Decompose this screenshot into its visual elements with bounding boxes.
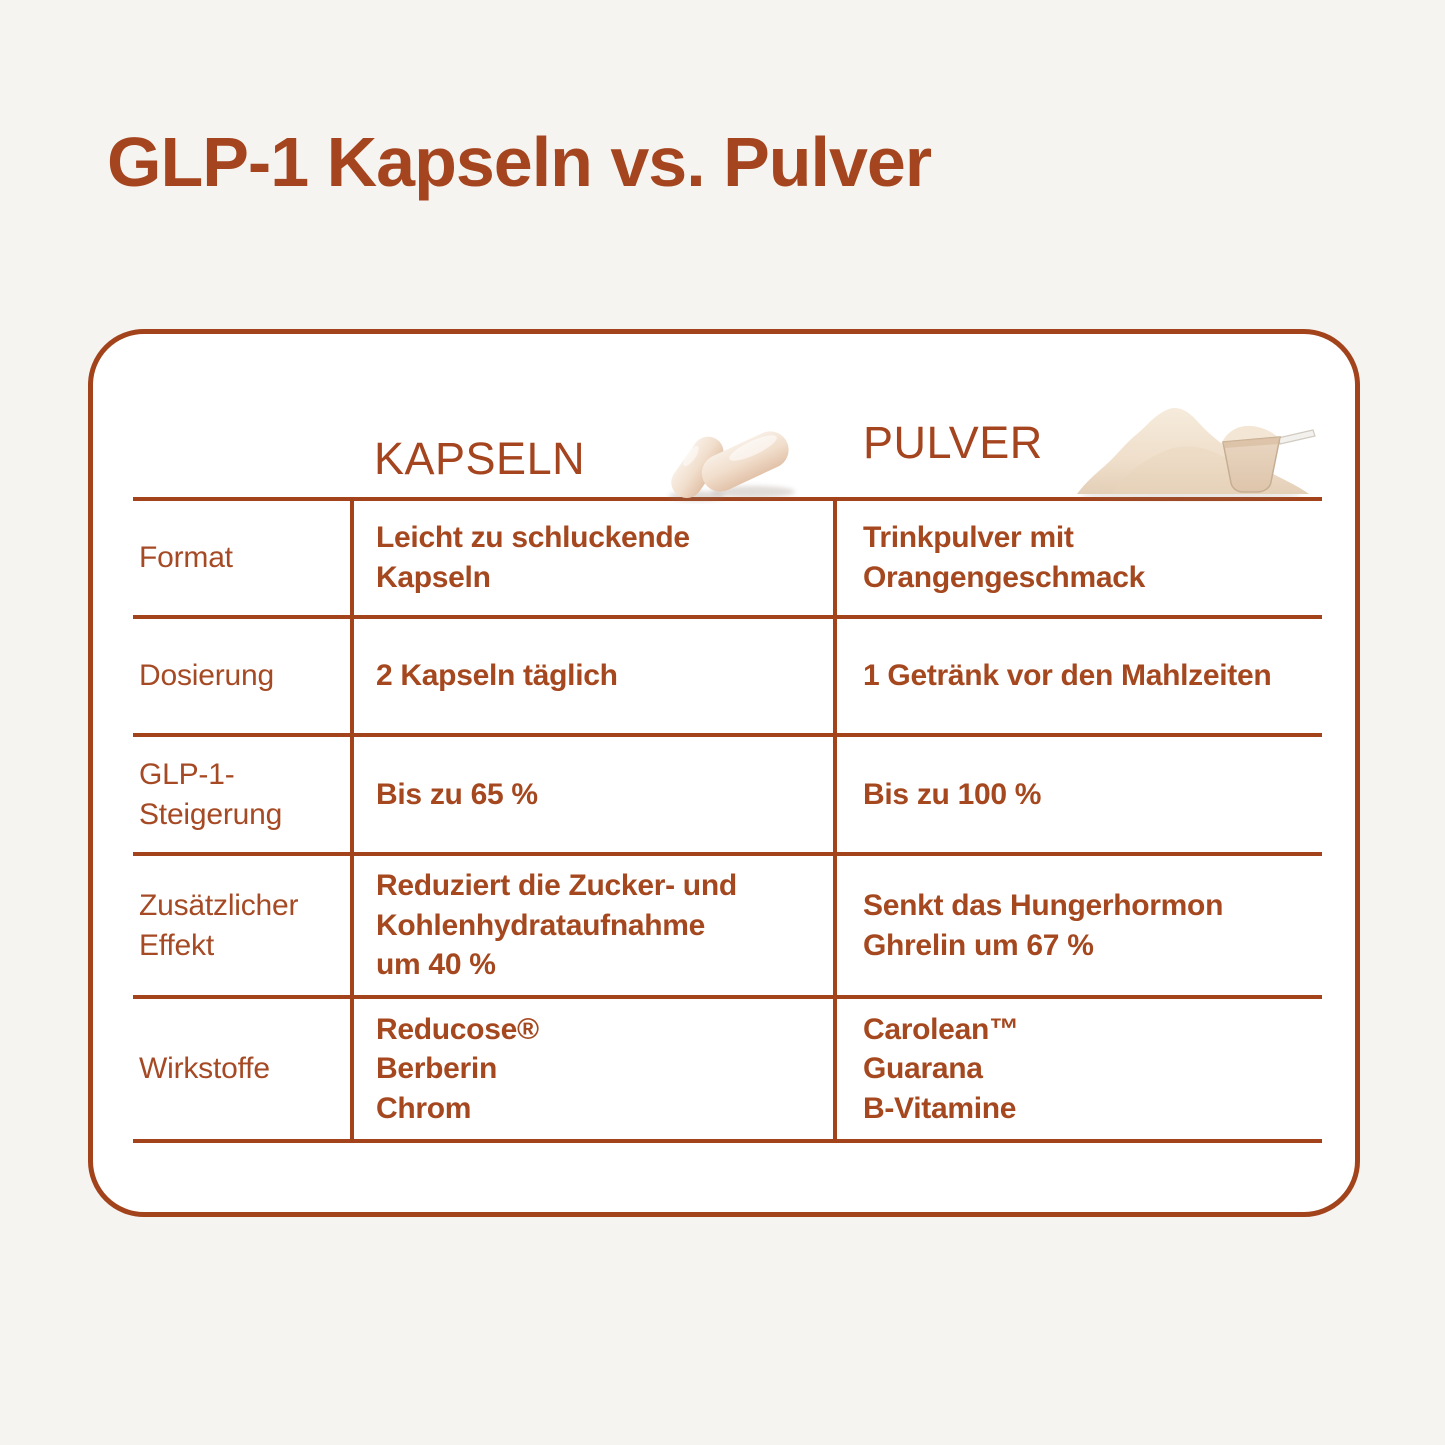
row-label-format: Format [139, 541, 233, 575]
glp1-kapseln-value: Bis zu 65 % [350, 737, 833, 852]
wirkstoffe-pulver-value: Carolean™ Guarana B-Vitamine [833, 999, 1322, 1139]
comparison-table: KAPSELN PULVER Format Leicht zu schlucke… [133, 334, 1322, 1143]
format-pulver-value: Trinkpulver mit Orangengeschmack [833, 501, 1322, 615]
table-row-wirkstoffe: Wirkstoffe Reducose® Berberin Chrom Caro… [133, 995, 1322, 1143]
table-row-glp1-steigerung: GLP-1- Steigerung Bis zu 65 % Bis zu 100… [133, 733, 1322, 852]
column-header-pulver: PULVER [833, 334, 1322, 497]
powder-scoop-image [1077, 408, 1316, 501]
glp1-pulver-value: Bis zu 100 % [833, 737, 1322, 852]
capsules-image [669, 431, 795, 501]
dosierung-pulver-value: 1 Getränk vor den Mahlzeiten [833, 619, 1322, 733]
table-header-row: KAPSELN PULVER [133, 334, 1322, 497]
effekt-pulver-value: Senkt das Hungerhormon Ghrelin um 67 % [833, 856, 1322, 995]
table-row-zusaetzlicher-effekt: Zusätzlicher Effekt Reduziert die Zucker… [133, 852, 1322, 995]
effekt-kapseln-value: Reduziert die Zucker- und Kohlenhydratau… [350, 856, 833, 995]
table-row-format: Format Leicht zu schluckende Kapseln Tri… [133, 497, 1322, 615]
wirkstoffe-kapseln-value: Reducose® Berberin Chrom [350, 999, 833, 1139]
format-kapseln-value: Leicht zu schluckende Kapseln [350, 501, 833, 615]
column-header-kapseln: KAPSELN [350, 334, 833, 497]
row-label-glp1-steigerung: GLP-1- Steigerung [139, 757, 283, 831]
dosierung-kapseln-value: 2 Kapseln täglich [350, 619, 833, 733]
kapseln-header-label: KAPSELN [374, 433, 586, 484]
table-row-dosierung: Dosierung 2 Kapseln täglich 1 Getränk vo… [133, 615, 1322, 733]
row-label-dosierung: Dosierung [139, 659, 274, 693]
row-label-wirkstoffe: Wirkstoffe [139, 1052, 270, 1086]
pulver-header-label: PULVER [863, 417, 1043, 468]
comparison-card: KAPSELN PULVER Format Leicht zu schlucke… [88, 329, 1360, 1217]
page-title: GLP-1 Kapseln vs. Pulver [107, 123, 932, 201]
header-empty-cell [133, 334, 350, 497]
row-label-zusaetzlicher-effekt: Zusätzlicher Effekt [139, 888, 299, 962]
